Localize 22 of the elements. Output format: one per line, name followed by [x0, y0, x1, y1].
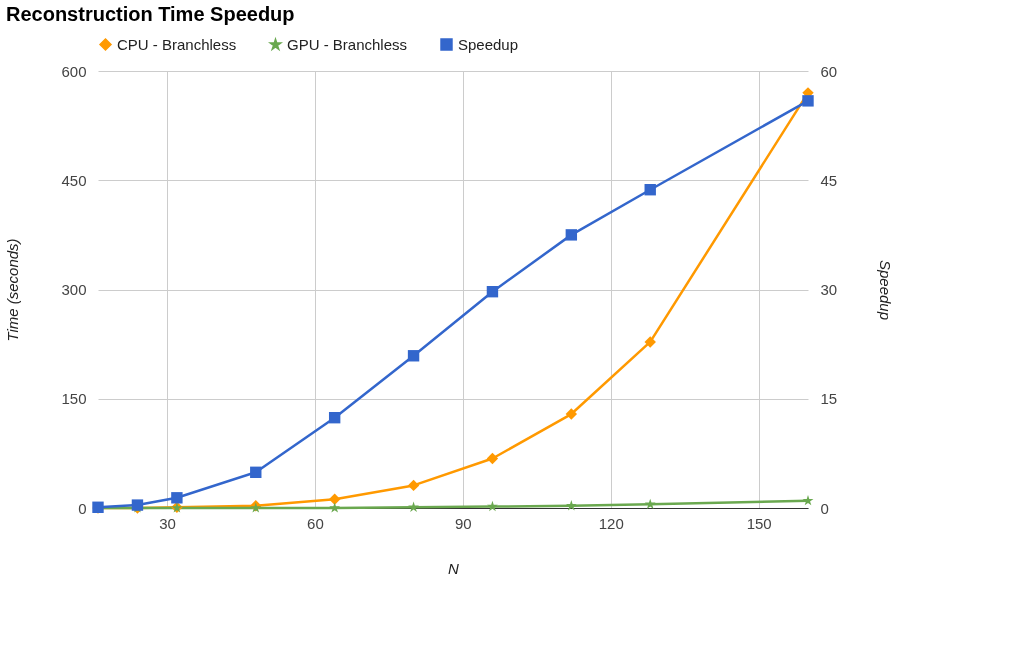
y2-tick-label: 0: [820, 499, 829, 517]
y-tick-label: 450: [61, 171, 87, 189]
y2-tick-label: 15: [820, 390, 838, 408]
y2-tick-label: 30: [820, 281, 838, 298]
y-tick-label: 600: [61, 62, 87, 80]
x-tick-label: 150: [746, 514, 772, 532]
x-tick-label: 120: [598, 514, 624, 532]
x-axis-title: N: [448, 559, 460, 577]
y2-tick-label: 60: [820, 62, 838, 80]
y-tick-label: 0: [78, 499, 87, 517]
chart-title: Reconstruction Time Speedup: [5, 3, 295, 25]
y-tick-label: 150: [61, 390, 87, 408]
legend-label: Speedup: [458, 35, 519, 53]
x-tick-label: 90: [455, 514, 472, 532]
y2-axis-title: Speedup: [877, 259, 895, 321]
y-tick-label: 300: [61, 281, 87, 298]
x-tick-label: 60: [307, 514, 324, 532]
legend-label: GPU - Branchless: [287, 35, 408, 53]
legend-label: CPU - Branchless: [117, 35, 237, 53]
y2-tick-label: 45: [820, 171, 838, 189]
y-axis-title: Time (seconds): [4, 238, 22, 342]
x-tick-label: 30: [159, 514, 176, 532]
